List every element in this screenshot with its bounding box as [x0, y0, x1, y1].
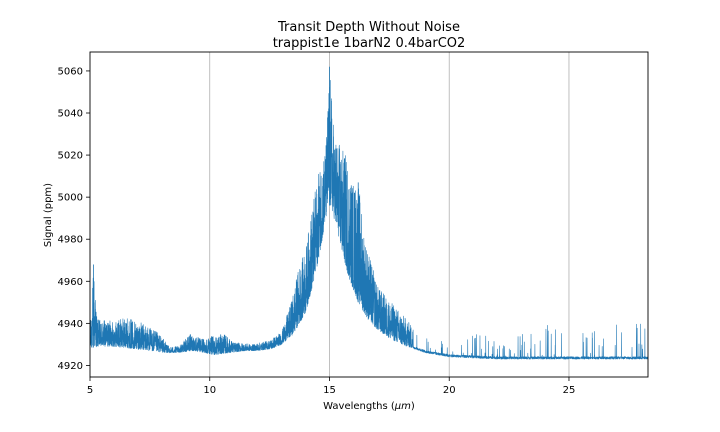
y-tick-label: 4920 — [58, 361, 83, 372]
y-tick-label: 4940 — [58, 319, 83, 330]
chart-title-line-2: trappist1e 1barN2 0.4barCO2 — [273, 36, 466, 51]
y-axis-label: Signal (ppm) — [43, 183, 54, 247]
plot-frame — [89, 51, 649, 378]
x-tick-label: 5 — [87, 385, 93, 396]
plot-area — [90, 66, 648, 360]
y-tick-label: 5000 — [58, 193, 83, 204]
x-tick-label: 15 — [323, 385, 336, 396]
y-tick-label: 5040 — [58, 109, 83, 120]
x-axis-label: Wavelengths (μm) — [323, 401, 415, 412]
y-tick-label: 5060 — [58, 66, 83, 77]
x-tick-label: 10 — [203, 385, 216, 396]
x-axis-ticks: 5 10 15 20 25 — [87, 377, 576, 396]
x-tick-label: 25 — [563, 385, 576, 396]
x-tick-label: 20 — [443, 385, 456, 396]
y-axis-ticks: 4920 4940 4960 4980 5000 5020 5040 5060 — [58, 66, 90, 372]
chart-title-line-1: Transit Depth Without Noise — [277, 20, 460, 35]
y-tick-label: 5020 — [58, 151, 83, 162]
signal-series-line — [90, 80, 648, 360]
y-tick-label: 4980 — [58, 235, 83, 246]
y-tick-label: 4960 — [58, 277, 83, 288]
